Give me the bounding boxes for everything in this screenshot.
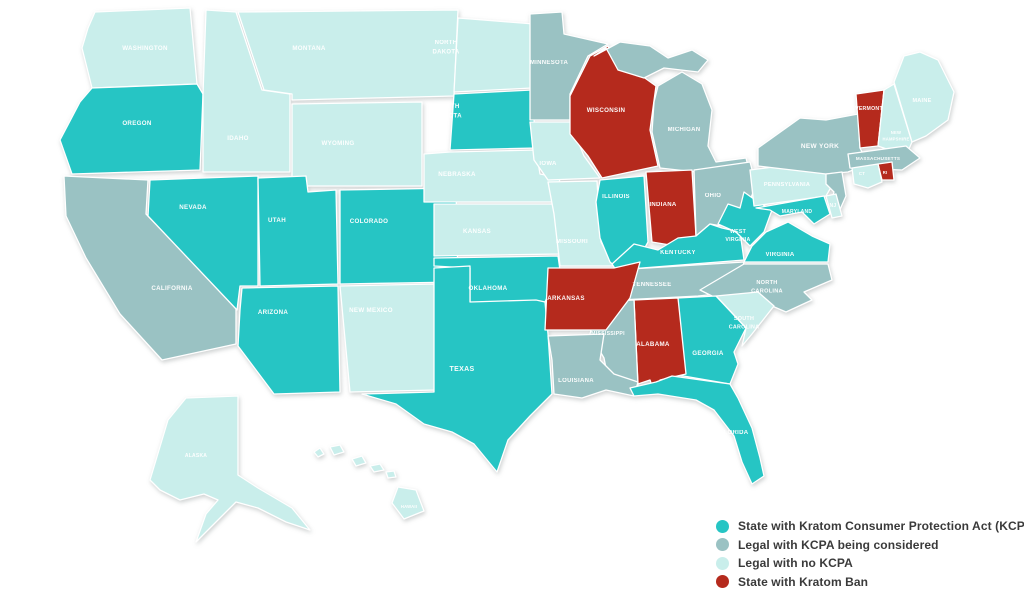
state-label-nv: NEVADA bbox=[179, 204, 207, 211]
legend-dot-no-kcpa-icon bbox=[716, 556, 729, 570]
state-nm bbox=[339, 283, 437, 393]
state-label-ar: ARKANSAS bbox=[547, 295, 585, 302]
state-me bbox=[893, 51, 955, 143]
state-label-la: LOUISIANA bbox=[558, 378, 594, 384]
legend-label-considered: Legal with KCPA being considered bbox=[738, 537, 939, 552]
state-label-ut: UTAH bbox=[268, 217, 286, 224]
legend-label-kcpa: State with Kratom Consumer Protection Ac… bbox=[738, 519, 1024, 533]
state-label-md: MARYLAND bbox=[782, 209, 813, 215]
state-label-ct: CT bbox=[859, 171, 865, 176]
legend-dot-kcpa-icon bbox=[716, 519, 729, 533]
state-label-ms: MISSISSIPPI bbox=[591, 331, 625, 337]
state-ca bbox=[63, 175, 237, 361]
state-tx bbox=[361, 265, 553, 473]
state-fl bbox=[629, 375, 765, 485]
legend-label-ban: State with Kratom Ban bbox=[738, 574, 869, 589]
state-label-pa: PENNSYLVANIA bbox=[764, 182, 810, 188]
legend-label-no-kcpa: Legal with no KCPA bbox=[738, 556, 853, 571]
state-label-tn: TENNESSEE bbox=[632, 282, 671, 288]
state-label-fl: FLORIDA bbox=[720, 430, 749, 436]
state-id bbox=[202, 9, 291, 173]
state-hi bbox=[351, 455, 367, 467]
state-label-nc: NORTH CAROLINA bbox=[751, 280, 783, 295]
state-label-nj: NJ bbox=[830, 203, 837, 209]
state-label-al: ALABAMA bbox=[636, 341, 670, 348]
states-layer bbox=[59, 7, 955, 543]
state-label-or: OREGON bbox=[122, 120, 152, 127]
state-hi bbox=[369, 463, 385, 473]
legend-item-kcpa: State with Kratom Consumer Protection Ac… bbox=[716, 519, 1024, 533]
state-ar bbox=[544, 261, 641, 331]
state-mn bbox=[529, 11, 609, 121]
state-label-me: MAINE bbox=[912, 98, 931, 104]
map-legend: State with Kratom Consumer Protection Ac… bbox=[716, 519, 1024, 593]
state-label-oh: OHIO bbox=[705, 193, 722, 199]
state-label-wa: WASHINGTON bbox=[122, 45, 168, 52]
state-label-ri: RI bbox=[883, 170, 888, 175]
state-label-wi: WISCONSIN bbox=[587, 107, 626, 114]
state-de bbox=[825, 193, 843, 219]
state-az bbox=[237, 285, 341, 395]
state-ma bbox=[847, 145, 921, 171]
state-label-nm: NEW MEXICO bbox=[349, 307, 393, 314]
state-label-ma: MASSACHUSETTS bbox=[856, 156, 900, 161]
state-label-ga: GEORGIA bbox=[692, 350, 724, 357]
state-label-il: ILLINOIS bbox=[602, 194, 630, 200]
state-in bbox=[645, 169, 697, 247]
state-label-ny: NEW YORK bbox=[801, 143, 839, 150]
state-hi bbox=[385, 470, 397, 479]
state-ky bbox=[611, 223, 745, 271]
state-label-tx: TEXAS bbox=[449, 366, 474, 373]
state-label-wy: WYOMING bbox=[321, 140, 354, 147]
state-ak bbox=[149, 395, 311, 543]
state-label-ia: IOWA bbox=[539, 161, 557, 167]
state-label-co: COLORADO bbox=[350, 218, 389, 225]
state-sd bbox=[449, 89, 537, 151]
state-ct bbox=[851, 163, 883, 189]
state-label-wv: WEST VIRGINIA bbox=[725, 229, 750, 243]
state-hi bbox=[329, 444, 345, 456]
state-label-id: IDAHO bbox=[227, 135, 249, 142]
state-label-ak: ALASKA bbox=[185, 453, 207, 459]
state-mt bbox=[237, 9, 459, 101]
state-ut bbox=[257, 175, 339, 287]
state-label-mo: MISSOURI bbox=[556, 239, 588, 245]
state-label-va: VIRGINIA bbox=[765, 252, 794, 258]
state-hi bbox=[313, 447, 325, 458]
state-label-in: INDIANA bbox=[649, 202, 676, 208]
state-label-sd: SOUTH DAKOTA bbox=[434, 103, 462, 120]
state-label-mi: MICHIGAN bbox=[668, 127, 701, 133]
state-label-mn: MINNESOTA bbox=[530, 60, 569, 66]
legend-item-ban: State with Kratom Ban bbox=[716, 575, 1024, 589]
state-label-ne: NEBRASKA bbox=[438, 171, 476, 178]
state-or bbox=[59, 83, 204, 175]
state-ks bbox=[433, 203, 561, 257]
state-label-ok: OKLAHOMA bbox=[469, 285, 508, 292]
state-label-mt: MONTANA bbox=[292, 45, 326, 52]
state-md bbox=[755, 195, 831, 225]
state-va bbox=[743, 221, 831, 263]
legend-item-no-kcpa: Legal with no KCPA bbox=[716, 556, 1024, 570]
legend-dot-ban-icon bbox=[716, 575, 729, 589]
state-labels-layer: WASHINGTON OREGON CALIFORNIA NEVADA IDAHO MON… bbox=[122, 40, 931, 509]
state-nd bbox=[453, 17, 535, 93]
legend-dot-considered-icon bbox=[716, 538, 729, 552]
state-label-ks: KANSAS bbox=[463, 228, 491, 235]
legend-item-considered: Legal with KCPA being considered bbox=[716, 538, 1024, 552]
state-label-sc: SOUTH CAROLINA bbox=[729, 316, 760, 330]
state-mi bbox=[651, 71, 751, 175]
state-mi bbox=[593, 41, 709, 79]
state-label-ca: CALIFORNIA bbox=[151, 285, 192, 292]
state-nv bbox=[147, 175, 259, 311]
state-label-vt: VERMONT bbox=[855, 106, 883, 112]
state-label-az: ARIZONA bbox=[258, 309, 289, 316]
state-label-nd: NORTH DAKOTA bbox=[432, 40, 459, 55]
state-label-ky: KENTUCKY bbox=[660, 250, 696, 256]
state-label-nh: NEW HAMPSHIRE bbox=[882, 130, 909, 142]
state-wy bbox=[291, 101, 423, 187]
state-label-hi: HAWAII bbox=[401, 504, 417, 509]
state-hi bbox=[391, 486, 425, 520]
